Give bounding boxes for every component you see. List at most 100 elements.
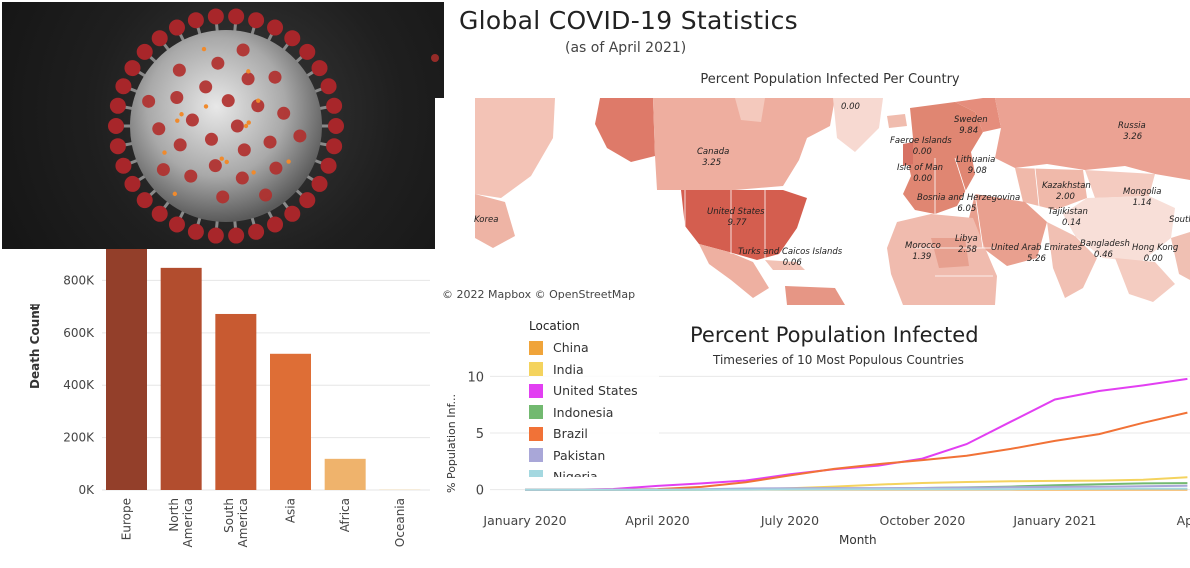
line-x-axis-label: Month	[839, 533, 877, 547]
map-label-united-states: United States	[707, 207, 765, 217]
legend-label: India	[553, 362, 584, 377]
map-label-south: South	[1169, 215, 1190, 225]
map-value-russia: 3.26	[1123, 132, 1143, 142]
line-chart-legend[interactable]: Location China India United States Indonesi…	[529, 319, 659, 477]
legend-label: United States	[553, 383, 638, 398]
bar-y-axis-label: Death Count	[28, 304, 42, 389]
map-label-korea: Korea	[474, 215, 498, 225]
map-label-canada: Canada	[697, 147, 729, 157]
legend-label: Indonesia	[553, 405, 613, 420]
map-value-hong-kong: 0.00	[1144, 254, 1163, 264]
map-label-hong-kong: Hong Kong	[1132, 243, 1179, 253]
legend-label: Nigeria	[553, 469, 598, 477]
legend-title: Location	[529, 319, 659, 333]
map-label-morocco: Morocco	[905, 241, 941, 251]
coronavirus-illustration	[2, 2, 444, 249]
legend-swatch	[529, 341, 543, 355]
map-label-bosnia-and-herzegovina: Bosnia and Herzegovina	[917, 193, 1020, 203]
bar-x-tick-label: South	[222, 498, 236, 533]
bar-africa[interactable]	[325, 459, 366, 490]
legend-swatch	[529, 427, 543, 441]
series-line-nigeria[interactable]	[525, 489, 1187, 490]
map-value-canada: 3.25	[702, 158, 721, 168]
bar-y-tick-label: 0K	[78, 483, 95, 497]
map-value-sweden: 9.84	[959, 126, 978, 136]
legend-label: Brazil	[553, 426, 588, 441]
map-value-libya: 2.58	[958, 245, 978, 255]
dashboard-header: Global COVID-19 Statistics (as of April …	[445, 0, 1190, 60]
legend-item-india[interactable]: India	[529, 359, 659, 381]
legend-swatch	[529, 362, 543, 376]
map-region-iceland	[887, 114, 907, 128]
map-value-faeroe-islands: 0.00	[913, 147, 932, 157]
legend-item-nigeria[interactable]: Nigeria	[529, 466, 659, 477]
map-value-bangladesh: 0.46	[1094, 250, 1114, 260]
coronavirus-image	[2, 2, 444, 249]
bar-y-tick-label: 400K	[63, 378, 95, 392]
map-title: Percent Population Infected Per Country	[435, 72, 1190, 87]
legend-swatch	[529, 405, 543, 419]
map-value-united-states: 9.77	[728, 218, 748, 228]
legend-swatch	[529, 384, 543, 398]
map-value-unnamed: 0.00	[841, 102, 860, 112]
bar-south-america[interactable]	[215, 314, 256, 490]
dashboard-subtitle: (as of April 2021)	[565, 40, 686, 56]
legend-item-indonesia[interactable]: Indonesia	[529, 402, 659, 424]
map-label-lithuania: Lithuania	[956, 155, 995, 165]
line-chart-title: Percent Population Infected	[690, 323, 979, 347]
map-label-bangladesh: Bangladesh	[1080, 239, 1130, 249]
line-y-tick-label: 5	[476, 427, 484, 442]
map-label-faeroe-islands: Faeroe Islands	[890, 136, 952, 146]
dashboard-title: Global COVID-19 Statistics	[459, 6, 798, 35]
line-x-tick-label: January 2021	[1012, 513, 1096, 528]
map-label-turks-and-caicos-islands: Turks and Caicos Islands	[738, 247, 843, 257]
bar-y-tick-label: 800K	[63, 273, 95, 287]
map-value-morocco: 1.39	[912, 252, 931, 262]
legend-swatch	[529, 470, 543, 477]
bar-y-tick-label: 200K	[63, 431, 95, 445]
map-label-kazakhstan: Kazakhstan	[1042, 181, 1091, 191]
legend-item-brazil[interactable]: Brazil	[529, 423, 659, 445]
legend-items: China India United States Indonesia Brazil Pa…	[529, 337, 659, 477]
bar-x-tick-label: America	[181, 498, 195, 548]
line-x-tick-label: October 2020	[880, 513, 966, 528]
line-y-axis-label: % Population Inf...	[445, 394, 458, 493]
line-x-tick-label: January 2020	[482, 513, 566, 528]
bar-x-tick-label: Africa	[338, 498, 352, 532]
bar-europe[interactable]	[106, 249, 147, 490]
map-label-sweden: Sweden	[954, 115, 988, 125]
map-label-united-arab-emirates: United Arab Emirates	[991, 243, 1083, 253]
bar-x-tick-label: Oceania	[393, 498, 407, 547]
line-chart-subtitle: Timeseries of 10 Most Populous Countries	[713, 353, 964, 367]
bar-north-america[interactable]	[161, 268, 202, 490]
legend-swatch	[529, 448, 543, 462]
bar-x-tick-label: Asia	[284, 498, 298, 523]
legend-item-united-states[interactable]: United States	[529, 380, 659, 402]
map-value-kazakhstan: 2.00	[1056, 192, 1075, 202]
line-x-tick-label: April 2020	[625, 513, 689, 528]
legend-item-china[interactable]: China	[529, 337, 659, 359]
line-y-tick-label: 0	[476, 484, 484, 499]
map-label-tajikistan: Tajikistan	[1048, 207, 1088, 217]
line-x-tick-label: July 2020	[760, 513, 819, 528]
map-value-turks-and-caicos-islands: 0.06	[783, 258, 803, 268]
map-value-lithuania: 9.08	[968, 166, 988, 176]
line-y-tick-label: 10	[467, 370, 484, 385]
map-value-united-arab-emirates: 5.26	[1027, 254, 1047, 264]
bar-asia[interactable]	[270, 354, 311, 490]
line-x-tick-label: Apr	[1177, 513, 1190, 528]
legend-label: China	[553, 340, 589, 355]
map-attribution[interactable]: © 2022 Mapbox © OpenStreetMap	[439, 288, 638, 301]
infection-map[interactable]: Percent Population Infected Per Country	[435, 62, 1190, 305]
map-value-bosnia-and-herzegovina: 6.05	[957, 204, 976, 214]
map-label-libya: Libya	[955, 234, 978, 244]
legend-label: Pakistan	[553, 448, 605, 463]
map-value-tajikistan: 0.14	[1062, 218, 1081, 228]
legend-item-pakistan[interactable]: Pakistan	[529, 445, 659, 467]
map-label-isle-of-man: Isle of Man	[897, 163, 943, 173]
map-label-mongolia: Mongolia	[1123, 187, 1161, 197]
map-label-russia: Russia	[1118, 121, 1146, 131]
